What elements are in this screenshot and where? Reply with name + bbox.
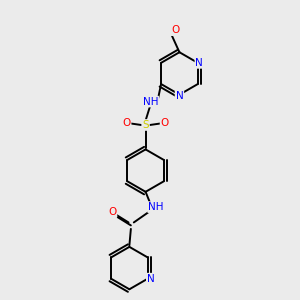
Text: N: N xyxy=(176,91,183,101)
Text: N: N xyxy=(195,58,203,68)
Text: O: O xyxy=(122,118,130,128)
Text: O: O xyxy=(172,25,180,35)
Text: S: S xyxy=(142,120,149,130)
Text: O: O xyxy=(108,207,116,217)
Text: NH: NH xyxy=(142,97,158,106)
Text: N: N xyxy=(147,274,154,284)
Text: NH: NH xyxy=(148,202,164,212)
Text: O: O xyxy=(160,118,169,128)
